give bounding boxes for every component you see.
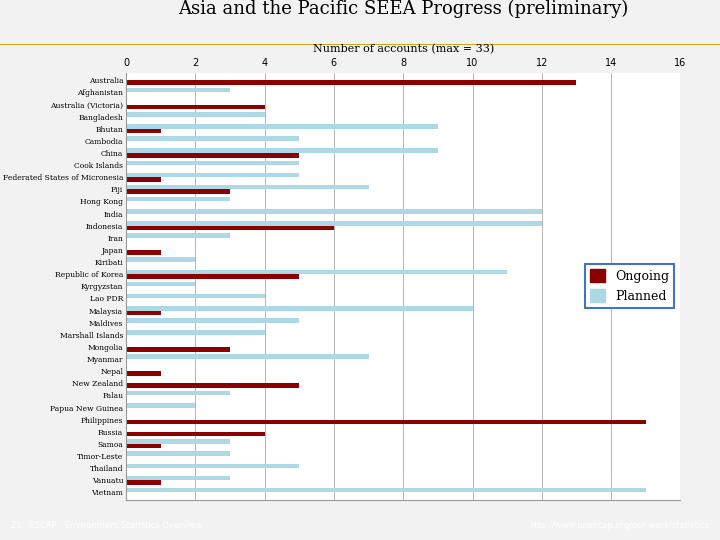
- Bar: [126, 250, 161, 254]
- Text: 21   ESCAP - Environment Statistics Overview: 21 ESCAP - Environment Statistics Overvi…: [11, 521, 202, 530]
- Bar: [126, 310, 161, 315]
- Bar: [126, 480, 161, 485]
- X-axis label: Number of accounts (max = 33): Number of accounts (max = 33): [312, 44, 494, 55]
- Bar: [126, 233, 230, 238]
- Bar: [126, 112, 265, 117]
- Bar: [126, 190, 230, 194]
- Bar: [126, 476, 230, 480]
- Bar: [126, 177, 161, 182]
- Bar: [126, 383, 300, 388]
- Bar: [126, 148, 438, 153]
- Bar: [126, 269, 507, 274]
- Bar: [126, 160, 300, 165]
- Bar: [126, 153, 300, 158]
- Bar: [126, 129, 161, 133]
- Bar: [126, 105, 265, 109]
- Bar: [126, 124, 438, 129]
- Legend: Ongoing, Planned: Ongoing, Planned: [585, 265, 674, 308]
- Bar: [126, 463, 300, 468]
- Bar: [126, 318, 300, 323]
- Bar: [126, 185, 369, 190]
- Bar: [126, 451, 230, 456]
- Bar: [126, 294, 265, 299]
- Bar: [126, 439, 230, 444]
- Bar: [126, 420, 646, 424]
- Bar: [126, 88, 230, 92]
- Bar: [126, 258, 195, 262]
- Title: Asia and the Pacific SEEA Progress (preliminary): Asia and the Pacific SEEA Progress (prel…: [178, 0, 629, 18]
- Bar: [126, 432, 265, 436]
- Bar: [126, 444, 161, 449]
- Bar: [126, 391, 230, 395]
- Bar: [126, 80, 577, 85]
- Bar: [126, 274, 300, 279]
- Bar: [126, 306, 472, 310]
- Text: http://www.unescap.org/our-work/statistics: http://www.unescap.org/our-work/statisti…: [529, 521, 709, 530]
- Bar: [126, 403, 195, 408]
- Bar: [126, 226, 334, 231]
- Bar: [126, 371, 161, 376]
- Bar: [126, 282, 195, 286]
- Bar: [126, 488, 646, 492]
- Bar: [126, 354, 369, 359]
- Bar: [126, 209, 542, 214]
- Bar: [126, 221, 542, 226]
- Bar: [126, 347, 230, 352]
- Bar: [126, 197, 230, 201]
- Bar: [126, 173, 300, 177]
- Bar: [126, 330, 265, 335]
- Bar: [126, 136, 300, 141]
